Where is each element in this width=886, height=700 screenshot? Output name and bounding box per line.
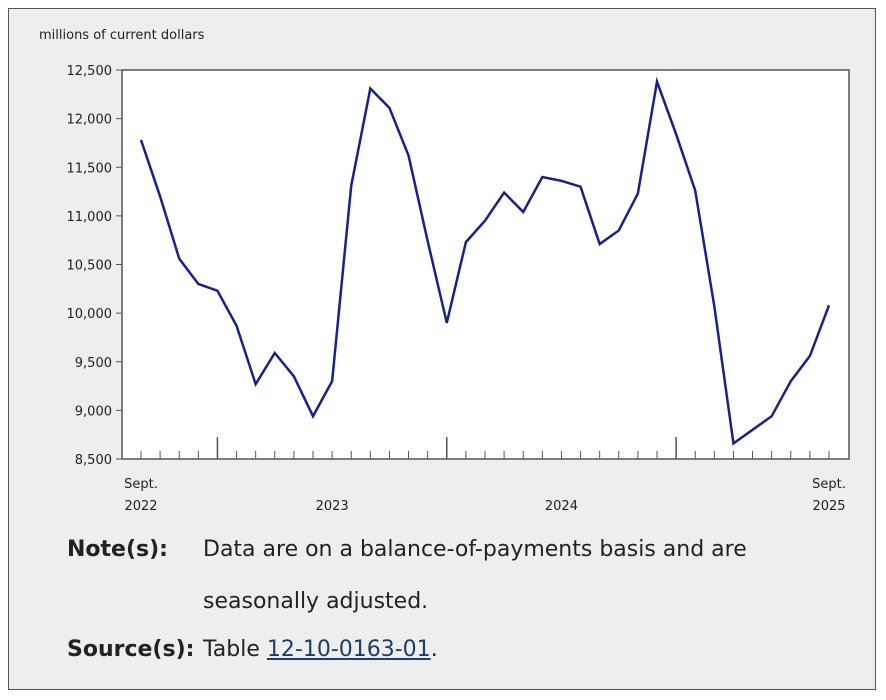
- source-prefix: Table: [203, 637, 260, 662]
- y-tick-label: 11,000: [67, 210, 113, 225]
- y-tick-label: 9,500: [75, 356, 112, 371]
- y-tick-label: 8,500: [75, 453, 112, 468]
- plot-area: [121, 69, 850, 460]
- source-label: Source(s):: [67, 637, 195, 662]
- source-suffix: .: [430, 637, 438, 662]
- chart: millions of current dollars 8,500 9,000 9,…: [39, 28, 850, 514]
- x-tick-label: 2025: [812, 499, 845, 514]
- y-axis-label: millions of current dollars: [39, 28, 205, 43]
- note-label: Note(s):: [67, 537, 168, 562]
- y-tick-label: 11,500: [67, 161, 113, 176]
- x-tick-label: 2022: [124, 499, 157, 514]
- line-series: [139, 76, 831, 446]
- x-tick-label: 2024: [545, 499, 578, 514]
- figure: millions of current dollars 8,500 9,000 9,…: [8, 8, 876, 690]
- x-tick-label: 2023: [316, 499, 349, 514]
- y-tick-label: 12,000: [67, 113, 113, 128]
- note-text: Data are on a balance-of-payments basis …: [203, 537, 747, 614]
- y-tick-label: 10,000: [67, 307, 113, 322]
- x-tick-label: Sept.: [812, 477, 846, 492]
- source: Source(s): Table 12-10-0163-01.: [67, 637, 438, 662]
- x-tick-label: Sept.: [124, 477, 158, 492]
- y-tick-label: 12,500: [67, 64, 113, 79]
- source-link[interactable]: 12-10-0163-01: [266, 637, 431, 662]
- y-tick-label: 10,500: [67, 259, 113, 274]
- note: Note(s): Data are on a balance-of-payment…: [67, 537, 803, 628]
- y-tick-label: 9,000: [75, 404, 112, 419]
